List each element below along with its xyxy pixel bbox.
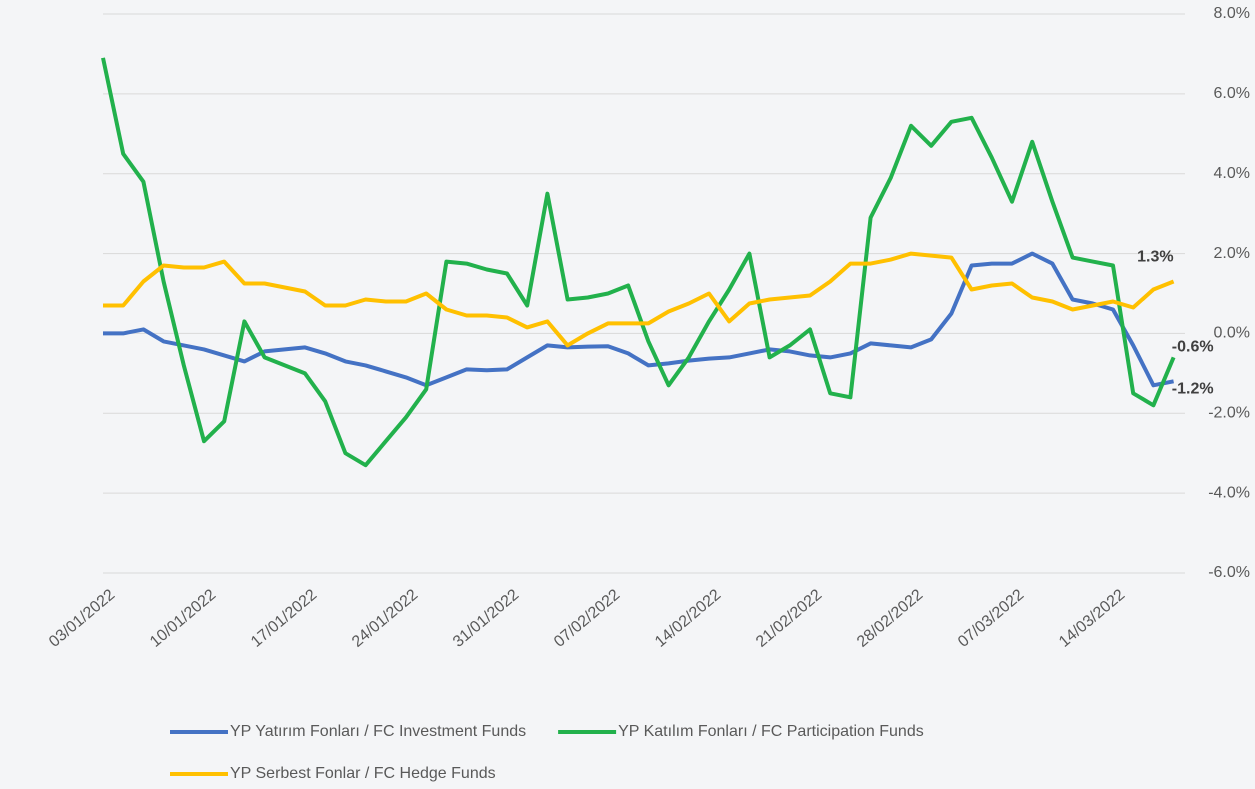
y-tick-label: -2.0% xyxy=(1208,405,1250,422)
y-tick-label: 2.0% xyxy=(1214,245,1250,262)
y-tick-label: 8.0% xyxy=(1214,5,1250,22)
data-label: -0.6% xyxy=(1172,339,1214,356)
data-label: -1.2% xyxy=(1172,381,1214,398)
series-line xyxy=(103,251,1174,388)
x-tick-label: 07/02/2022 xyxy=(551,586,623,651)
series-line xyxy=(101,57,1176,468)
x-tick-label: 10/01/2022 xyxy=(147,586,219,651)
x-tick-label: 21/02/2022 xyxy=(753,586,825,651)
x-tick-label: 31/01/2022 xyxy=(450,586,522,651)
y-tick-label: -4.0% xyxy=(1208,484,1250,501)
series-line xyxy=(103,251,1175,348)
x-tick-label: 14/03/2022 xyxy=(1056,586,1128,651)
x-tick-label: 28/02/2022 xyxy=(854,586,926,651)
x-tick-label: 14/02/2022 xyxy=(652,586,724,651)
legend-label: YP Serbest Fonlar / FC Hedge Funds xyxy=(230,765,496,782)
x-tick-label: 03/01/2022 xyxy=(46,586,118,651)
legend-label: YP Katılım Fonları / FC Participation Fu… xyxy=(618,723,924,740)
legend-label: YP Yatırım Fonları / FC Investment Funds xyxy=(230,723,526,740)
y-tick-label: 0.0% xyxy=(1214,325,1250,342)
x-tick-label: 17/01/2022 xyxy=(248,586,320,651)
x-tick-label: 07/03/2022 xyxy=(955,586,1027,651)
data-label: 1.3% xyxy=(1137,249,1173,266)
x-tick-label: 24/01/2022 xyxy=(349,586,421,651)
y-tick-label: 4.0% xyxy=(1214,165,1250,182)
y-tick-label: -6.0% xyxy=(1208,564,1250,581)
y-tick-label: 6.0% xyxy=(1214,85,1250,102)
